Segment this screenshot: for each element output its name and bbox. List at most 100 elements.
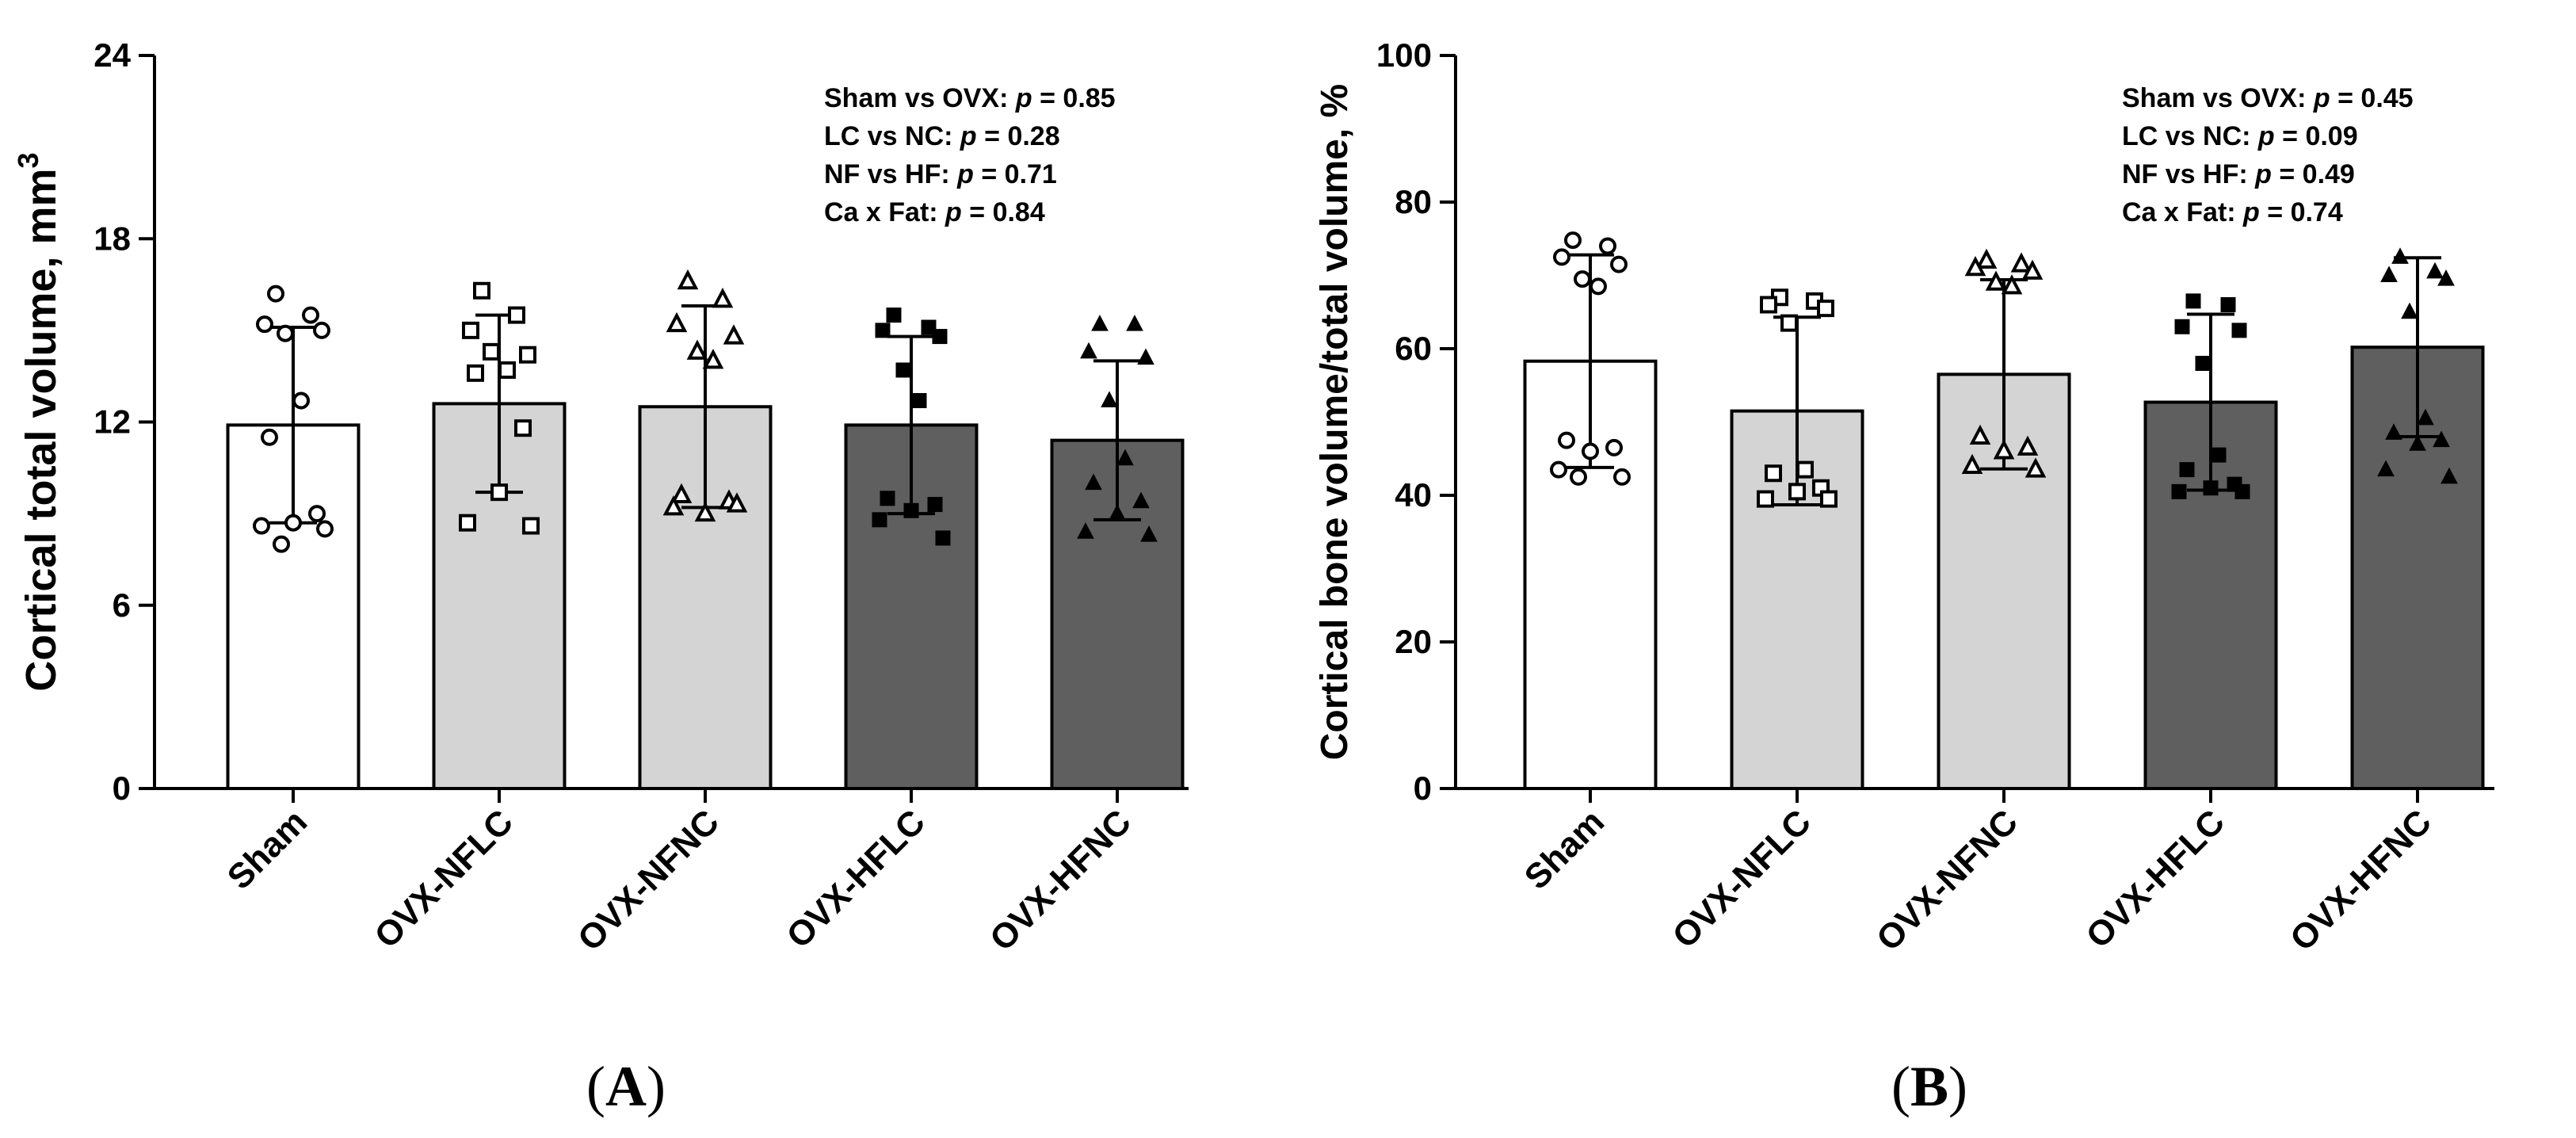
data-point — [508, 306, 525, 324]
data-point — [2195, 356, 2211, 371]
y-tick-label: 0 — [113, 769, 131, 807]
data-point — [1985, 270, 2007, 291]
data-point — [473, 281, 490, 300]
data-point — [277, 324, 294, 342]
data-point — [1788, 483, 1806, 501]
data-point — [2025, 457, 2047, 478]
stat-annotation: Ca x Fat: p = 0.84 — [824, 197, 1045, 227]
stat-annotation: NF vs HF: p = 0.49 — [2122, 159, 2355, 189]
stat-annotation: Sham vs OVX: p = 0.45 — [2122, 83, 2414, 113]
y-tick-label: 18 — [93, 220, 131, 257]
category-label: OVX-HFNC — [2283, 802, 2439, 958]
panel-label: (B) — [1891, 1055, 1967, 1118]
data-point — [1137, 348, 1154, 365]
data-point — [880, 491, 895, 506]
data-point — [267, 284, 284, 303]
y-axis-title-superscript: 3 — [12, 152, 44, 168]
y-tick-label: 80 — [1395, 183, 1432, 220]
data-point — [284, 514, 302, 532]
data-point — [498, 361, 516, 379]
stat-annotation: LC vs NC: p = 0.09 — [2122, 121, 2358, 151]
data-point — [1820, 490, 1838, 508]
stat-annotation: LC vs NC: p = 0.28 — [824, 121, 1060, 151]
data-point — [2391, 247, 2409, 264]
data-point — [313, 321, 330, 339]
data-point — [462, 321, 479, 339]
data-point — [2401, 302, 2418, 319]
data-point — [1760, 296, 1777, 314]
category-label: OVX-HFNC — [983, 802, 1139, 958]
data-point — [911, 393, 927, 409]
data-point — [2185, 293, 2201, 309]
category-label: OVX-HFLC — [2078, 802, 2232, 956]
category-label: OVX-NFNC — [571, 802, 727, 958]
stat-annotation: Ca x Fat: p = 0.74 — [2122, 197, 2343, 227]
data-point — [1993, 439, 2015, 460]
data-point — [2203, 480, 2219, 496]
data-point — [2021, 259, 2044, 280]
data-point — [1101, 391, 1118, 408]
data-point — [519, 346, 536, 364]
y-tick-label: 60 — [1395, 330, 1432, 367]
data-point — [316, 520, 334, 538]
y-axis-title: Cortical bone volume/total volume, % — [1314, 84, 1356, 760]
data-point — [1605, 438, 1623, 456]
data-point — [694, 501, 716, 522]
data-point — [1091, 315, 1109, 331]
category-label: OVX-NFLC — [1665, 802, 1818, 956]
data-point — [308, 505, 326, 523]
data-point — [2380, 265, 2398, 282]
data-point — [1975, 248, 1998, 269]
y-tick-label: 12 — [93, 403, 131, 441]
data-point — [256, 315, 273, 334]
data-point — [1553, 248, 1570, 266]
category-label: Sham — [1517, 802, 1612, 896]
data-point — [1077, 522, 1094, 539]
data-point — [1780, 314, 1798, 332]
data-point — [2409, 434, 2426, 451]
data-point — [2426, 262, 2444, 279]
data-point — [2441, 467, 2458, 484]
data-point — [1964, 255, 1986, 277]
data-point — [666, 311, 688, 333]
data-point — [261, 428, 278, 446]
stat-annotation: Sham vs OVX: p = 0.85 — [824, 83, 1116, 113]
data-point — [1080, 342, 1097, 359]
data-point — [2001, 274, 2023, 295]
data-point — [1140, 525, 1158, 542]
data-point — [514, 419, 532, 437]
data-point — [1109, 504, 1126, 521]
data-point — [522, 517, 540, 535]
data-point — [459, 514, 476, 532]
data-point — [712, 288, 734, 308]
data-point — [1574, 270, 1591, 288]
data-point — [483, 342, 500, 361]
data-point — [1599, 237, 1616, 255]
data-point — [2433, 430, 2450, 448]
data-point — [253, 517, 270, 535]
data-point — [1765, 464, 1782, 483]
data-point — [932, 329, 948, 345]
data-point — [670, 483, 693, 503]
data-point — [1757, 490, 1774, 508]
y-axis-title: Cortical total volume, mm3 — [12, 152, 65, 691]
panel-b: Sham OVX-NFLC OVX-NFNC OVX-HFLC OVX-HFNC 0 20 4… — [1314, 36, 2494, 1118]
data-point — [2220, 297, 2236, 312]
data-point — [1613, 468, 1631, 486]
data-point — [1126, 315, 1143, 331]
category-label: OVX-NFNC — [1869, 802, 2025, 958]
data-point — [895, 362, 911, 378]
y-tick-label: 100 — [1376, 36, 1432, 74]
data-point — [1570, 468, 1587, 486]
category-label: OVX-NFLC — [367, 802, 521, 956]
data-point — [927, 497, 943, 513]
panel-label: (A) — [586, 1055, 666, 1118]
data-point — [2179, 462, 2195, 478]
category-label: OVX-HFLC — [779, 802, 933, 956]
data-point — [935, 530, 951, 546]
data-point — [662, 495, 685, 516]
data-point — [1610, 255, 1628, 273]
data-point — [2234, 483, 2250, 499]
category-label: Sham — [220, 802, 315, 896]
